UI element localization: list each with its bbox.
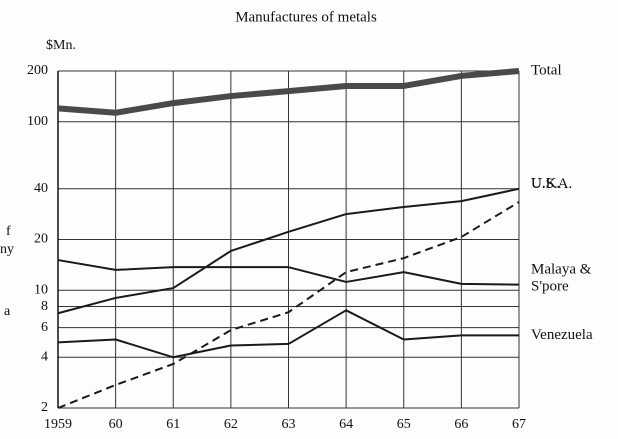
chart-title: Manufactures of metals <box>235 9 377 25</box>
series-line <box>57 68 520 116</box>
x-tick-label: 64 <box>339 417 353 432</box>
x-tick-label: 61 <box>166 417 180 432</box>
y-tick-label: 8 <box>41 299 48 314</box>
x-tick-label: 66 <box>454 417 468 432</box>
series-label: Malaya & S'pore <box>531 262 592 295</box>
y-tick-label: 100 <box>27 114 48 129</box>
x-tick-label: 1959 <box>44 417 72 432</box>
y-tick-label: 20 <box>34 232 48 247</box>
series-label: U.S.A. <box>531 176 572 192</box>
series-label: Total <box>531 62 562 78</box>
margin-fragment: a <box>4 304 11 319</box>
series-line <box>57 201 520 409</box>
series-line <box>57 309 519 359</box>
margin-fragment: f <box>6 224 11 239</box>
series-label-line: S'pore <box>531 279 569 295</box>
margin-fragment: ny <box>0 242 14 257</box>
series-label-line: Malaya & <box>531 262 592 278</box>
x-tick-label: 63 <box>282 417 296 432</box>
y-tick-label: 40 <box>34 181 48 196</box>
y-tick-label: 6 <box>41 320 48 335</box>
x-tick-label: 65 <box>397 417 411 432</box>
series-label: Venezuela <box>531 327 593 343</box>
y-tick-label: 10 <box>34 282 48 297</box>
series-label: U.K. <box>531 175 560 191</box>
x-tick-label: 67 <box>512 417 526 432</box>
y-tick-label: 200 <box>27 63 48 78</box>
x-tick-label: 60 <box>109 417 123 432</box>
y-tick-label: 2 <box>41 400 48 415</box>
y-tick-label: 4 <box>41 349 48 364</box>
x-tick-label: 62 <box>224 417 238 432</box>
y-unit-label: $Mn. <box>46 38 76 53</box>
series-line <box>57 187 520 315</box>
series-line <box>57 259 520 286</box>
